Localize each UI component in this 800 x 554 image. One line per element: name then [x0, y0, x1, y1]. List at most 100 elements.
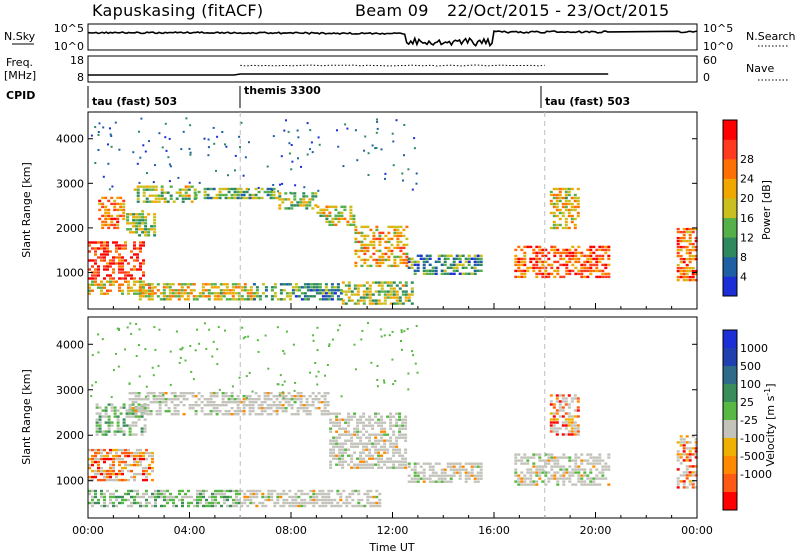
- range-gate-cell: [139, 241, 142, 244]
- range-gate-cell: [342, 489, 346, 493]
- range-gate-cell: [293, 413, 297, 416]
- range-gate-cell: [685, 468, 689, 471]
- range-gate-cell: [311, 195, 315, 198]
- range-gate-cell: [100, 478, 103, 482]
- range-gate-cell: [567, 211, 571, 215]
- range-gate-cell: [607, 248, 611, 252]
- range-gate-cell: [142, 457, 145, 461]
- range-gate-cell: [350, 436, 354, 439]
- cpid-segment-3: tau (fast) 503: [545, 95, 630, 108]
- sparse-echo: [406, 327, 409, 330]
- range-gate-cell: [153, 222, 157, 225]
- range-gate-cell: [598, 257, 602, 261]
- noise-sky-series: [87, 30, 698, 48]
- range-gate-cell: [148, 188, 152, 191]
- range-gate-cell: [552, 214, 556, 218]
- range-gate-cell: [362, 427, 366, 430]
- range-gate-cell: [387, 246, 391, 250]
- range-gate-cell: [218, 193, 222, 197]
- sparse-echo: [101, 338, 104, 341]
- range-gate-cell: [589, 266, 593, 270]
- range-gate-cell: [356, 293, 360, 296]
- range-gate-cell: [437, 480, 441, 483]
- range-gate-cell: [305, 201, 309, 204]
- range-gate-cell: [305, 401, 309, 404]
- range-gate-cell: [526, 459, 530, 462]
- range-gate-cell: [601, 254, 605, 258]
- range-gate-cell: [131, 409, 135, 412]
- range-gate-cell: [124, 274, 127, 277]
- sparse-echo: [97, 149, 100, 151]
- range-gate-cell: [230, 196, 234, 200]
- range-gate-cell: [416, 477, 420, 480]
- range-gate-cell: [344, 460, 348, 463]
- range-gate-cell: [562, 275, 566, 279]
- range-gate-cell: [129, 222, 133, 225]
- range-gate-cell: [154, 492, 157, 496]
- range-gate-cell: [115, 457, 118, 461]
- range-gate-cell: [354, 261, 358, 265]
- range-gate-cell: [685, 441, 689, 444]
- range-gate-cell: [592, 456, 596, 459]
- range-gate-cell: [368, 284, 372, 287]
- range-gate-cell: [685, 453, 689, 456]
- range-gate-cell: [97, 498, 100, 502]
- sparse-echo: [367, 174, 370, 176]
- range-gate-cell: [679, 245, 683, 249]
- range-gate-cell: [568, 272, 572, 276]
- range-gate-cell: [356, 421, 360, 424]
- range-gate-cell: [95, 418, 99, 421]
- range-gate-cell: [371, 427, 375, 430]
- range-gate-cell: [577, 257, 581, 261]
- sparse-echo: [413, 147, 416, 150]
- sparse-echo: [383, 381, 386, 384]
- range-gate-cell: [583, 480, 587, 483]
- sparse-echo: [168, 180, 171, 183]
- range-gate-cell: [319, 208, 323, 211]
- range-gate-cell: [567, 187, 571, 191]
- range-gate-cell: [300, 504, 304, 508]
- range-gate-cell: [383, 421, 387, 424]
- range-gate-cell: [239, 193, 243, 197]
- range-gate-cell: [335, 430, 339, 433]
- range-gate-cell: [561, 226, 565, 230]
- range-gate-cell: [138, 225, 142, 228]
- range-gate-cell: [576, 406, 580, 409]
- range-gate-cell: [311, 401, 315, 404]
- range-gate-cell: [254, 187, 258, 191]
- range-gate-cell: [136, 256, 139, 259]
- range-gate-cell: [138, 295, 142, 298]
- sparse-echo: [124, 348, 126, 351]
- range-gate-cell: [106, 469, 109, 473]
- range-gate-cell: [589, 462, 593, 465]
- range-gate-cell: [568, 260, 572, 264]
- range-gate-cell: [180, 283, 184, 286]
- range-gate-cell: [604, 477, 608, 480]
- range-gate-cell: [88, 268, 91, 271]
- range-gate-cell: [339, 504, 343, 508]
- velocity-colorbar-label: Velocity [m s-1]: [763, 383, 777, 466]
- range-gate-cell: [139, 454, 142, 458]
- range-gate-cell: [276, 492, 280, 496]
- range-gate-cell: [88, 292, 91, 295]
- range-gate-cell: [224, 395, 228, 398]
- range-gate-cell: [223, 495, 226, 499]
- range-gate-cell: [682, 447, 686, 450]
- range-gate-cell: [682, 483, 686, 486]
- sparse-echo: [282, 391, 284, 394]
- scatter-band: [514, 453, 611, 486]
- range-gate-cell: [564, 187, 568, 191]
- range-gate-cell: [144, 292, 148, 295]
- range-gate-cell: [113, 226, 117, 230]
- range-gate-cell: [458, 254, 462, 257]
- range-gate-cell: [357, 249, 361, 253]
- range-gate-cell: [350, 439, 354, 442]
- range-gate-cell: [339, 292, 343, 295]
- range-gate-cell: [389, 296, 393, 299]
- range-gate-cell: [338, 442, 342, 445]
- range-gate-cell: [150, 228, 154, 231]
- range-gate-cell: [331, 223, 335, 226]
- range-gate-cell: [339, 492, 343, 496]
- range-gate-cell: [595, 468, 599, 471]
